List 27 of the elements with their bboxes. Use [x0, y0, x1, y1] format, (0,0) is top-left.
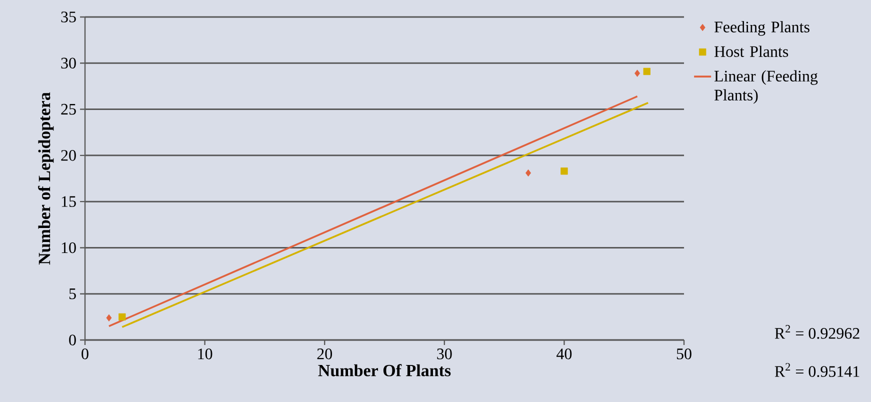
point [526, 169, 532, 177]
y-tick-label: 35 [61, 12, 76, 22]
x-tick-label: 40 [556, 348, 572, 360]
y-tick-label: 25 [61, 104, 76, 115]
y-tick-label: 0 [69, 334, 76, 346]
y-tick-label: 20 [61, 150, 76, 161]
x-tick-label: 30 [437, 348, 452, 360]
point [560, 168, 568, 175]
text: R$^{2}$ = 0.92962 [774, 324, 860, 339]
point [118, 313, 126, 321]
x-tick-label: 20 [317, 348, 332, 360]
x-tick-label: 50 [676, 348, 692, 360]
point [106, 314, 112, 322]
y-tick-label: 10 [62, 242, 76, 254]
x-tick-label: 0 [82, 348, 88, 360]
y-tick-label: 5 [69, 288, 76, 300]
x-axis-title: Number Of Plants [318, 364, 451, 376]
point [643, 68, 650, 76]
text: R$^{2}$ = 0.95141 [774, 363, 860, 377]
y-tick-label: 30 [61, 58, 76, 69]
legend-label: Linear (Feeding Plants) [714, 70, 818, 104]
y-tick-label: 15 [62, 196, 76, 207]
legend-label: Host Plants [714, 46, 788, 57]
y-axis-title: Number of Lepidoptera [38, 92, 54, 265]
point [634, 70, 640, 77]
x-tick-label: 10 [198, 348, 212, 360]
legend-label: Feeding Plants [714, 21, 810, 36]
